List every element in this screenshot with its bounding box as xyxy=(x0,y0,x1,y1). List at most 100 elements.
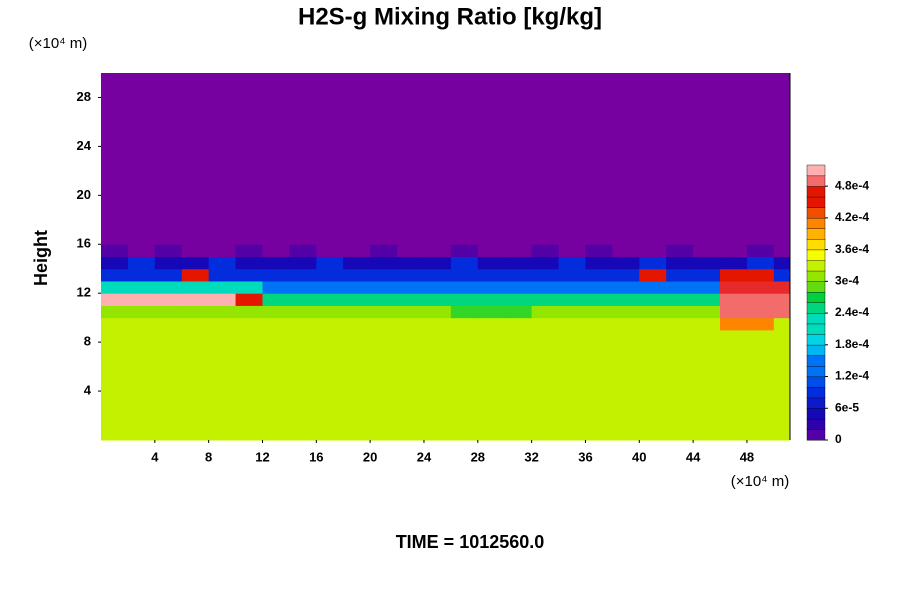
cell xyxy=(423,256,452,270)
cell xyxy=(531,329,560,441)
cell xyxy=(235,268,263,282)
cell xyxy=(531,256,560,270)
x-tick-label: 20 xyxy=(363,449,377,464)
cell xyxy=(181,256,210,270)
cell xyxy=(585,329,613,441)
colorbar-band xyxy=(806,386,826,399)
x-tick-label: 48 xyxy=(740,449,754,464)
cell xyxy=(316,293,344,306)
colorbar-band xyxy=(806,217,826,229)
cell xyxy=(693,293,721,306)
cell xyxy=(773,256,791,270)
x-tick-label: 32 xyxy=(524,449,538,464)
colorbar-tick-label: 2.4e-4 xyxy=(835,305,869,319)
cell xyxy=(262,317,290,331)
cell xyxy=(666,73,694,245)
cell xyxy=(343,244,371,257)
cell xyxy=(208,244,237,257)
cell xyxy=(612,280,640,294)
cell xyxy=(181,73,210,245)
cell xyxy=(746,293,775,306)
cell xyxy=(101,305,129,319)
cell xyxy=(585,256,613,270)
cell xyxy=(746,244,775,257)
cell xyxy=(235,305,263,319)
cell xyxy=(504,256,533,270)
colorbar-band xyxy=(806,418,826,430)
cell xyxy=(720,305,748,319)
cell xyxy=(370,268,398,282)
colorbar-band xyxy=(806,164,826,177)
cell xyxy=(666,317,694,331)
colorbar-tick-label: 1.8e-4 xyxy=(835,337,869,351)
cell xyxy=(693,305,721,319)
x-unit: (×10⁴ m) xyxy=(731,473,790,490)
cell xyxy=(639,73,667,245)
cell xyxy=(666,244,694,257)
cell xyxy=(585,244,613,257)
cell xyxy=(558,293,586,306)
cell xyxy=(370,317,398,331)
cell xyxy=(370,73,398,245)
cell xyxy=(585,317,613,331)
cell xyxy=(370,305,398,319)
cell xyxy=(289,256,317,270)
cell xyxy=(316,317,344,331)
cell xyxy=(397,268,425,282)
cell xyxy=(693,73,721,245)
cell xyxy=(639,293,667,306)
cell xyxy=(558,256,586,270)
colorbar-tick-label: 4.2e-4 xyxy=(835,210,869,224)
cell xyxy=(370,256,398,270)
cell xyxy=(343,268,371,282)
colorbar-band xyxy=(806,408,826,420)
y-tick-label: 8 xyxy=(84,334,91,349)
cell xyxy=(154,305,183,319)
cell xyxy=(289,329,317,441)
cell xyxy=(504,293,533,306)
colorbar-tick-label: 6e-5 xyxy=(835,400,859,414)
cell xyxy=(101,280,129,294)
cell xyxy=(316,329,344,441)
cell xyxy=(746,305,775,319)
colorbar-band xyxy=(806,196,826,208)
cell xyxy=(639,256,667,270)
cell xyxy=(477,305,506,319)
cell xyxy=(746,329,775,441)
cell xyxy=(316,73,344,245)
cell xyxy=(612,268,640,282)
cell xyxy=(504,280,533,294)
cell xyxy=(450,317,479,331)
cell xyxy=(423,73,452,245)
colorbar-band xyxy=(806,291,826,303)
cell xyxy=(450,293,479,306)
cell xyxy=(612,73,640,245)
x-tick-label: 16 xyxy=(309,449,323,464)
cell xyxy=(316,305,344,319)
cell xyxy=(773,293,791,306)
cell xyxy=(504,73,533,245)
y-tick-label: 28 xyxy=(77,89,91,104)
cell xyxy=(101,256,129,270)
cell xyxy=(262,329,290,441)
colorbar-band xyxy=(806,312,826,325)
cell xyxy=(235,73,263,245)
colorbar-band xyxy=(806,355,826,367)
cell xyxy=(612,305,640,319)
cell xyxy=(450,280,479,294)
cell xyxy=(477,73,506,245)
cell xyxy=(289,305,317,319)
cell xyxy=(504,244,533,257)
cell xyxy=(235,280,263,294)
cell xyxy=(746,73,775,245)
cell xyxy=(639,329,667,441)
cell xyxy=(127,268,156,282)
cell xyxy=(423,305,452,319)
cell xyxy=(101,268,129,282)
cell xyxy=(773,317,791,331)
cell xyxy=(693,244,721,257)
cell xyxy=(558,280,586,294)
y-tick-label: 12 xyxy=(77,285,91,300)
cell xyxy=(693,256,721,270)
cell xyxy=(343,256,371,270)
